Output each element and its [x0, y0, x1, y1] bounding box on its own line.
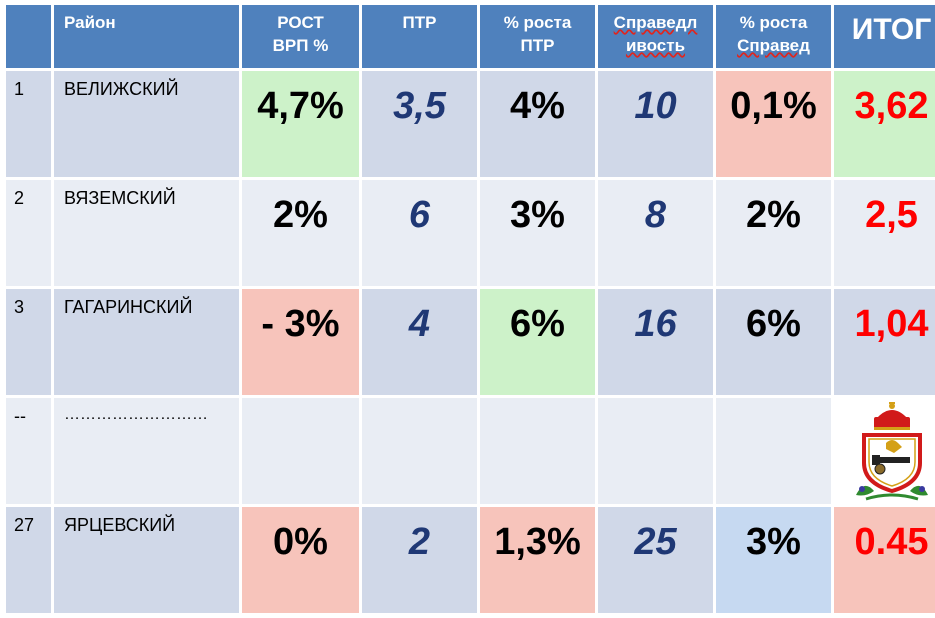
row-2-fairness-growth: 2%	[716, 180, 831, 286]
header-index	[6, 5, 51, 68]
row-27-fairness: 25	[598, 507, 713, 613]
row-1-grp: 4,7%	[242, 71, 359, 177]
header-fairness-line1-text: Справедл	[613, 13, 698, 32]
header-grp-growth-line2: ВРП %	[272, 36, 329, 55]
smolensk-coat-of-arms-icon	[855, 402, 928, 501]
row-2-district: ВЯЗЕМСКИЙ	[54, 180, 239, 286]
row-ellipsis-grp	[242, 398, 359, 504]
header-fairness: Справедл ивость	[598, 5, 713, 68]
row-ellipsis-fairness	[598, 398, 713, 504]
row-2-grp: 2%	[242, 180, 359, 286]
row-2-fairness: 8	[598, 180, 713, 286]
row-27-fairness-growth: 3%	[716, 507, 831, 613]
header-ptr-growth-line2: ПТР	[520, 36, 555, 55]
row-1-fairness: 10	[598, 71, 713, 177]
row-3-total: 1,04	[834, 289, 935, 395]
row-1-number: 1	[6, 71, 51, 177]
row-2-total: 2,5	[834, 180, 935, 286]
row-1-ptr-growth: 4%	[480, 71, 595, 177]
row-1-district: ВЕЛИЖСКИЙ	[54, 71, 239, 177]
header-fairness-growth-line1: % роста	[739, 13, 808, 32]
row-2-ptr: 6	[362, 180, 477, 286]
row-ellipsis-total	[834, 398, 935, 504]
row-27-district: ЯРЦЕВСКИЙ	[54, 507, 239, 613]
row-3-district: ГАГАРИНСКИЙ	[54, 289, 239, 395]
row-1-total: 3,62	[834, 71, 935, 177]
header-fairness-growth: % роста Справед	[716, 5, 831, 68]
header-ptr: ПТР	[362, 5, 477, 68]
header-fairness-line1: Справедл	[598, 11, 713, 34]
header-fairness-growth-line2-text: Справед	[737, 36, 810, 55]
row-27-ptr-growth: 1,3%	[480, 507, 595, 613]
row-2-number: 2	[6, 180, 51, 286]
row-3-ptr-growth: 6%	[480, 289, 595, 395]
row-1-fairness-growth: 0,1%	[716, 71, 831, 177]
row-27-ptr: 2	[362, 507, 477, 613]
row-ellipsis-fairness-growth	[716, 398, 831, 504]
row-ellipsis-district: ………………………	[54, 398, 239, 504]
row-ellipsis-ptr	[362, 398, 477, 504]
header-ptr-growth: % роста ПТР	[480, 5, 595, 68]
row-ellipsis-ptr-growth	[480, 398, 595, 504]
header-district: Район	[54, 5, 239, 68]
row-3-grp: - 3%	[242, 289, 359, 395]
row-2-ptr-growth: 3%	[480, 180, 595, 286]
row-27-grp: 0%	[242, 507, 359, 613]
row-3-number: 3	[6, 289, 51, 395]
header-fairness-line2: ивость	[598, 34, 713, 57]
row-3-ptr: 4	[362, 289, 477, 395]
row-27-number: 27	[6, 507, 51, 613]
row-ellipsis-number: --	[6, 398, 51, 504]
header-fairness-line2-text: ивость	[625, 36, 686, 55]
header-grp-growth: РОСТ ВРП %	[242, 5, 359, 68]
header-grp-growth-line1: РОСТ	[277, 13, 324, 32]
header-ptr-growth-line1: % роста	[503, 13, 572, 32]
row-1-ptr: 3,5	[362, 71, 477, 177]
row-3-fairness-growth: 6%	[716, 289, 831, 395]
header-total: ИТОГ	[834, 5, 935, 68]
row-27-total: 0.45	[834, 507, 935, 613]
header-fairness-growth-line2: Справед	[716, 34, 831, 57]
district-rating-table: Район РОСТ ВРП % ПТР % роста ПТР Справед…	[6, 5, 935, 613]
row-3-fairness: 16	[598, 289, 713, 395]
